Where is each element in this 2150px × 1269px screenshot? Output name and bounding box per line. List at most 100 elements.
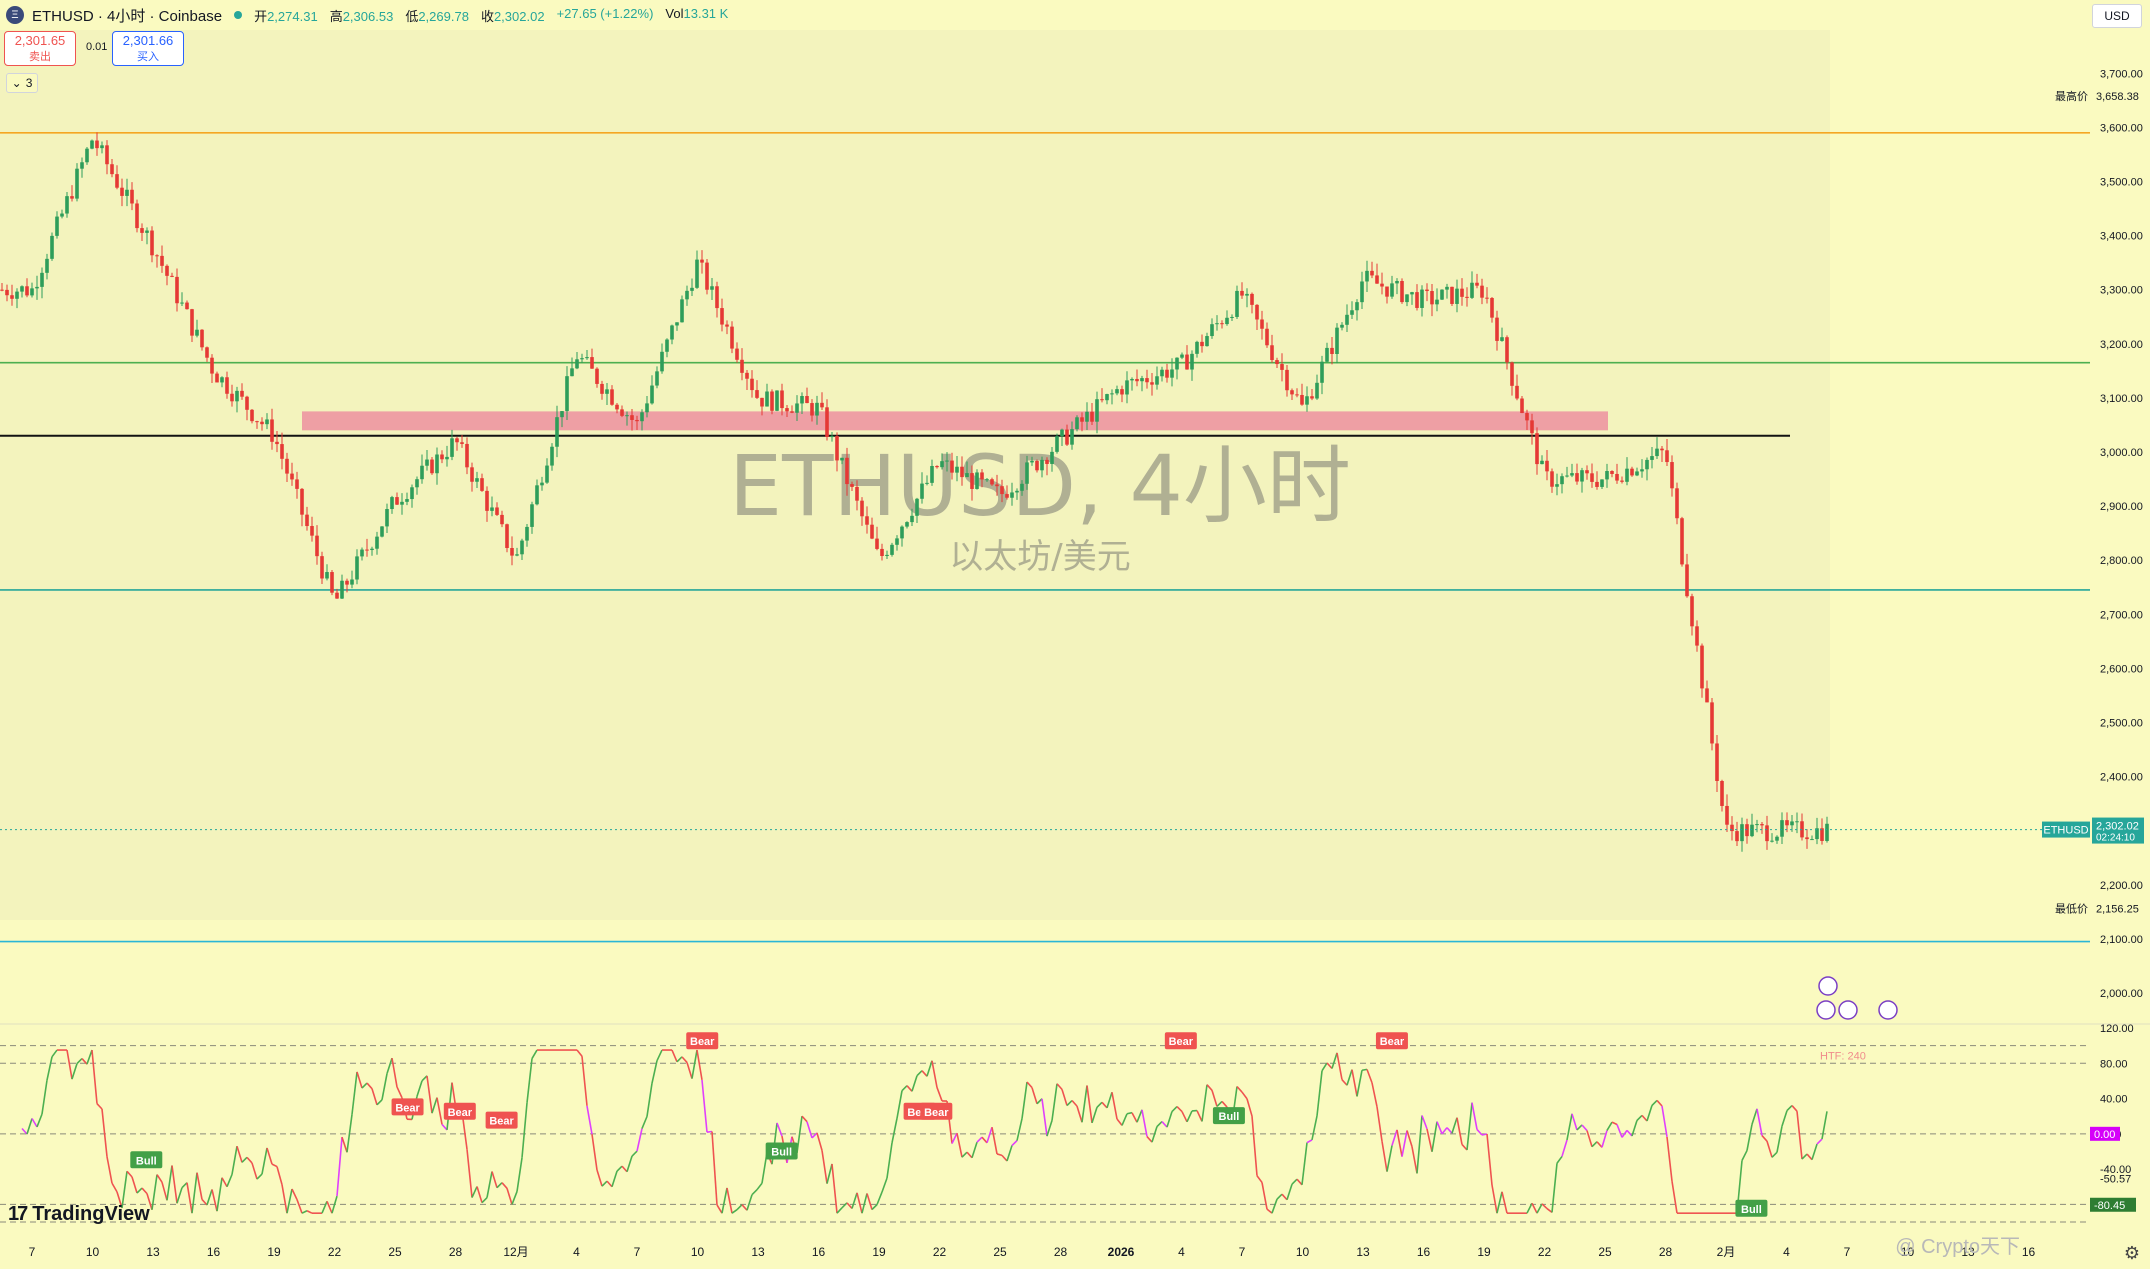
candle-body [185,303,189,310]
time-tick-label: 16 [207,1245,221,1259]
candle-body [1500,337,1504,341]
candle-body [380,526,384,536]
candle-body [815,403,819,416]
oscillator-segment [1402,1130,1407,1156]
candle-body [1670,462,1674,488]
candle-body [1250,294,1254,305]
candle-body [1180,355,1184,358]
time-tick-label: 16 [812,1245,826,1259]
oscillator-segment [1367,1069,1372,1082]
oscillator-segment [1592,1142,1597,1147]
candle-body [580,358,584,359]
candle-body [1215,323,1219,324]
oscillator-segment [472,1187,477,1198]
candle-body [75,169,79,199]
candle-body [140,228,144,233]
candle-body [40,273,44,287]
signal-marker: Bear [448,1107,473,1119]
time-tick-label: 7 [1844,1245,1851,1259]
price-tick-label: 3,400.00 [2100,231,2143,243]
candle-body [55,217,59,236]
low-label: 最低价 [2055,902,2088,915]
candle-body [1280,364,1284,370]
candle-body [655,371,659,385]
currency-select[interactable]: USD [2092,4,2142,28]
buy-label: 买入 [137,48,159,64]
oscillator-segment [1202,1085,1207,1122]
oscillator-segment [322,1201,327,1213]
oscillator-segment [577,1050,582,1056]
oscillator-segment [1347,1070,1352,1086]
oscillator-segment [1782,1111,1787,1127]
oscillator-segment [492,1172,497,1188]
oscillator-segment [367,1083,372,1089]
oscillator-segment [172,1166,177,1204]
candle-body [370,549,374,550]
oscillator-segment [622,1166,627,1172]
candle-body [1715,743,1719,781]
ohlc-label: 高 [330,9,343,24]
candle-body [180,303,184,304]
candle-body [1520,399,1524,414]
candle-body [1275,360,1279,364]
candle-body [1545,461,1549,472]
candle-body [1440,290,1444,300]
candle-body [555,417,559,447]
candle-body [1115,389,1119,393]
candle-body [920,484,924,499]
candle-body [1165,370,1169,378]
candle-body [490,507,494,510]
oscillator-segment [682,1057,687,1063]
ohlc-item: 收2,302.02 [481,6,545,25]
candle-body [1485,298,1489,299]
candle-body [665,340,669,352]
candle-body [620,409,624,415]
buy-button[interactable]: 2,301.66 买入 [112,31,184,66]
signal-marker: Bull [1219,1111,1240,1123]
oscillator-segment [1257,1176,1262,1183]
oscillator-segment [1107,1092,1112,1108]
symbol-title[interactable]: ETHUSD · 4小时 · Coinbase [32,5,222,26]
indicators-collapse-button[interactable]: ⌄ 3 [6,73,38,93]
candle-body [955,467,959,473]
oscillator-segment [862,1193,867,1213]
candle-body [455,438,459,442]
oscillator-segment [1757,1109,1762,1136]
watermark-subtitle: 以太坊/美元 [949,537,1130,577]
time-tick-label: 28 [1054,1245,1068,1259]
oscillator-segment [187,1183,192,1213]
event-icon [1879,1001,1897,1019]
tradingview-logo[interactable]: 17 TradingView [8,1203,150,1226]
price-tick-label: 2,800.00 [2100,555,2143,567]
candle-body [1045,460,1049,464]
oscillator-segment [897,1091,902,1119]
brand-name: TradingView [32,1203,149,1226]
gear-icon[interactable]: ⚙ [2124,1243,2140,1264]
time-tick-label: 25 [388,1245,402,1259]
candle-body [1090,412,1094,422]
oscillator-segment [1132,1113,1137,1123]
candle-body [1705,688,1709,702]
htf-label: HTF: 240 [1820,1051,1866,1063]
candle-body [1770,841,1774,842]
candle-body [5,290,9,295]
price-tick-label: 3,700.00 [2100,68,2143,80]
candle-body [1060,430,1064,437]
candle-body [1580,470,1584,481]
candle-body [260,422,264,424]
oscillator-segment [102,1109,107,1157]
candle-body [1620,481,1624,482]
oscillator-tick-label: -50.57 [2100,1173,2131,1185]
candle-body [645,403,649,412]
candle-body [1660,449,1664,451]
candle-body [1190,354,1194,370]
oscillator-segment [1262,1182,1267,1209]
candle-body [585,357,589,358]
candle-body [480,478,484,491]
candle-body [1795,821,1799,822]
sell-button[interactable]: 2,301.65 卖出 [4,31,76,66]
candle-body [805,396,809,403]
